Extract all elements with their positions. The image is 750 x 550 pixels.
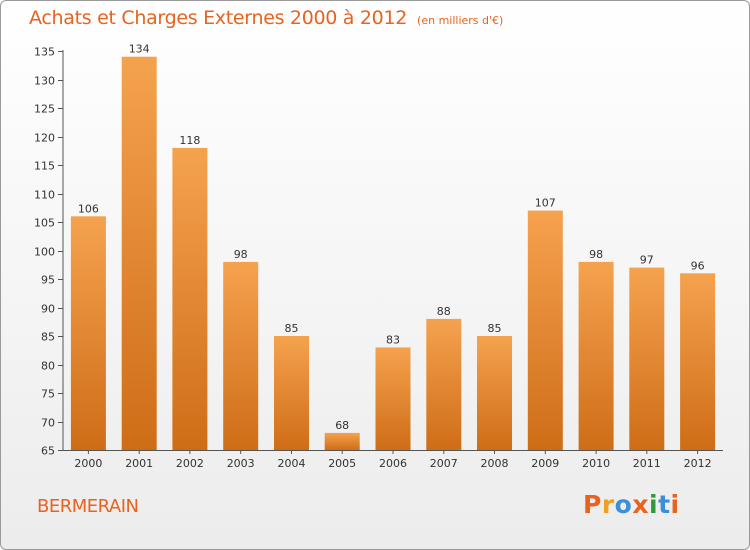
x-tick-label: 2000 bbox=[74, 457, 102, 470]
bar bbox=[274, 336, 309, 450]
bar bbox=[578, 261, 614, 450]
data-label: 106 bbox=[78, 202, 99, 215]
data-label: 98 bbox=[234, 248, 248, 261]
x-tick-label: 2003 bbox=[227, 457, 255, 470]
bar bbox=[375, 347, 411, 450]
town-name: BERMERAIN bbox=[37, 496, 139, 517]
y-tick-label: 135 bbox=[34, 46, 55, 59]
data-label: 97 bbox=[640, 254, 654, 267]
x-axis: 2000 2001 2002 2003 2004 2005 2006 2007 2008 2009… bbox=[63, 450, 723, 470]
chart-subtitle: (en milliers d'€) bbox=[417, 14, 504, 27]
y-tick-label: 95 bbox=[41, 274, 55, 287]
data-label: 85 bbox=[488, 322, 502, 335]
y-tick-label: 80 bbox=[41, 360, 55, 373]
y-tick-label: 65 bbox=[41, 445, 55, 458]
data-label: 118 bbox=[179, 134, 200, 147]
bar bbox=[172, 147, 208, 450]
y-tick-label: 130 bbox=[34, 75, 55, 88]
x-tick-label: 2011 bbox=[633, 457, 661, 470]
x-tick-label: 2008 bbox=[481, 457, 509, 470]
x-tick-label: 2006 bbox=[379, 457, 407, 470]
proxiti-logo: Proxiti bbox=[583, 490, 680, 519]
logo-letter: o bbox=[614, 490, 633, 519]
y-tick-label: 120 bbox=[34, 132, 55, 145]
x-tick-label: 2004 bbox=[278, 457, 306, 470]
x-tick-label: 2007 bbox=[430, 457, 458, 470]
data-label: 96 bbox=[691, 259, 705, 272]
data-label: 107 bbox=[535, 197, 556, 210]
bar bbox=[223, 261, 259, 450]
bar bbox=[324, 432, 360, 450]
y-tick-label: 110 bbox=[34, 189, 55, 202]
x-tick-label: 2002 bbox=[176, 457, 204, 470]
data-label: 85 bbox=[285, 322, 299, 335]
bar bbox=[527, 210, 563, 450]
x-tick-label: 2001 bbox=[125, 457, 153, 470]
y-tick-label: 85 bbox=[41, 331, 55, 344]
chart-title: Achats et Charges Externes 2000 à 2012 bbox=[29, 7, 408, 29]
bar bbox=[121, 56, 157, 450]
logo-letter: r bbox=[601, 490, 615, 519]
data-label: 88 bbox=[437, 305, 451, 318]
x-tick-label: 2005 bbox=[328, 457, 356, 470]
bar bbox=[477, 336, 512, 450]
y-tick-label: 75 bbox=[41, 388, 55, 401]
data-label: 98 bbox=[589, 248, 603, 261]
data-label: 83 bbox=[386, 333, 400, 346]
y-tick-label: 115 bbox=[34, 160, 55, 173]
bar bbox=[629, 267, 665, 450]
y-tick-label: 90 bbox=[41, 303, 55, 316]
data-label: 68 bbox=[335, 419, 349, 432]
data-label: 134 bbox=[129, 43, 150, 56]
x-tick-label: 2012 bbox=[684, 457, 712, 470]
y-tick-label: 70 bbox=[41, 417, 55, 430]
logo-letter: i bbox=[649, 490, 659, 519]
x-tick-label: 2010 bbox=[582, 457, 610, 470]
bars: 106 134 118 98 85 68 83 88 85 107 98 97 96 bbox=[70, 43, 716, 450]
bar bbox=[680, 273, 716, 450]
title-block: Achats et Charges Externes 2000 à 2012 (e… bbox=[29, 7, 503, 29]
y-tick-label: 100 bbox=[34, 246, 55, 259]
y-tick-label: 125 bbox=[34, 103, 55, 116]
logo-letter: x bbox=[632, 490, 649, 519]
bar bbox=[70, 216, 106, 450]
logo-letter: t bbox=[658, 490, 671, 519]
logo-letter: i bbox=[670, 490, 680, 519]
bar bbox=[426, 318, 462, 450]
x-tick-label: 2009 bbox=[531, 457, 559, 470]
y-tick-label: 105 bbox=[34, 217, 55, 230]
logo-letter: P bbox=[583, 490, 602, 519]
y-axis: 65 70 75 80 85 90 95 100 105 110 115 120 125 130 135 bbox=[34, 46, 64, 458]
